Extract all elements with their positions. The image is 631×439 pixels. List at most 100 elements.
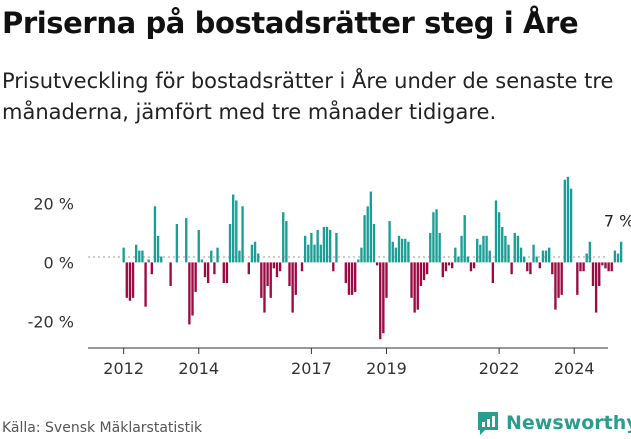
bar	[210, 250, 213, 263]
bar	[588, 241, 592, 263]
bar	[275, 262, 279, 278]
bar	[594, 262, 598, 313]
bar	[300, 262, 304, 272]
bar	[619, 241, 623, 263]
bar	[347, 262, 351, 295]
x-tick-label: 2019	[366, 359, 407, 378]
bar	[601, 262, 604, 266]
bar	[482, 235, 485, 263]
bar	[213, 262, 216, 275]
bar	[313, 244, 316, 263]
bar	[335, 232, 338, 263]
bar	[169, 262, 172, 287]
bar	[291, 262, 294, 313]
bar	[472, 262, 476, 269]
bar	[504, 235, 507, 263]
bar	[563, 179, 566, 263]
bar	[322, 226, 326, 263]
bar	[319, 244, 322, 263]
bar	[197, 229, 200, 263]
latest-value-label: 7 %	[604, 212, 631, 231]
bar	[569, 188, 573, 263]
bar	[438, 232, 441, 263]
bar	[425, 262, 429, 275]
bar	[272, 262, 276, 269]
bar	[344, 262, 347, 284]
bar	[310, 232, 313, 263]
y-axis-ticks: 20 % 0 % -20 %	[28, 194, 74, 331]
bar	[485, 235, 488, 263]
chart-title: Priserna på bostadsrätter steg i Åre	[2, 6, 579, 40]
bar	[366, 206, 369, 263]
bar	[416, 262, 419, 310]
bar	[144, 262, 147, 307]
bar	[269, 262, 272, 298]
bar	[432, 212, 435, 263]
bar	[391, 241, 394, 263]
bar	[394, 247, 398, 263]
bar	[122, 247, 125, 263]
bar-chart: 20 % 0 % -20 % 2012 2014 2017 2019 2022 2024 7 …	[28, 176, 631, 378]
bar	[591, 262, 595, 287]
bar	[497, 212, 501, 263]
bar	[222, 262, 225, 284]
bar	[388, 221, 391, 263]
bar	[607, 262, 610, 272]
bar	[413, 262, 416, 313]
bar	[325, 226, 329, 263]
bar	[541, 250, 545, 263]
newsworthy-icon	[478, 412, 498, 435]
x-tick-label: 2024	[554, 359, 595, 378]
bar	[332, 262, 335, 272]
bar	[128, 262, 132, 301]
bar	[566, 176, 570, 263]
bar	[454, 247, 457, 263]
bar	[185, 218, 188, 263]
y-tick-label: 0 %	[44, 253, 74, 272]
bar	[147, 259, 150, 263]
bar	[266, 262, 269, 287]
bar	[216, 247, 219, 263]
x-tick-label: 2017	[291, 359, 332, 378]
bar	[203, 262, 207, 278]
bar	[260, 262, 263, 298]
bar	[288, 262, 291, 287]
x-tick-label: 2012	[103, 359, 144, 378]
x-tick-label: 2022	[479, 359, 520, 378]
bar	[372, 224, 376, 263]
bar	[422, 262, 426, 281]
bar	[153, 206, 157, 263]
bar	[257, 253, 260, 263]
bar	[407, 241, 410, 263]
bar	[579, 262, 582, 272]
bar	[460, 235, 463, 263]
bar	[501, 226, 504, 263]
x-tick-label: 2014	[178, 359, 219, 378]
y-tick-label: 20 %	[33, 194, 74, 213]
bar	[560, 262, 563, 295]
bar	[404, 238, 407, 263]
bar	[613, 250, 617, 263]
bar	[357, 259, 360, 263]
bar	[263, 262, 266, 313]
bar	[253, 241, 257, 263]
bar	[294, 262, 297, 295]
bar	[419, 262, 423, 287]
bar	[379, 262, 382, 340]
bar	[241, 206, 244, 263]
chart-subtitle: Prisutveckling för bostadsrätter i Åre u…	[2, 69, 614, 124]
brand-name: Newsworthy	[506, 412, 631, 434]
bar	[206, 262, 210, 284]
bar	[463, 215, 466, 263]
bar	[447, 262, 451, 266]
bar	[444, 262, 448, 272]
source-note: Källa: Svensk Mäklarstatistik	[2, 420, 203, 436]
bar	[441, 262, 444, 278]
bar	[131, 262, 135, 298]
bar	[175, 224, 179, 263]
bar	[307, 244, 310, 263]
bar	[529, 262, 532, 275]
bar	[194, 262, 197, 292]
bar	[232, 194, 235, 263]
bar	[360, 247, 363, 263]
